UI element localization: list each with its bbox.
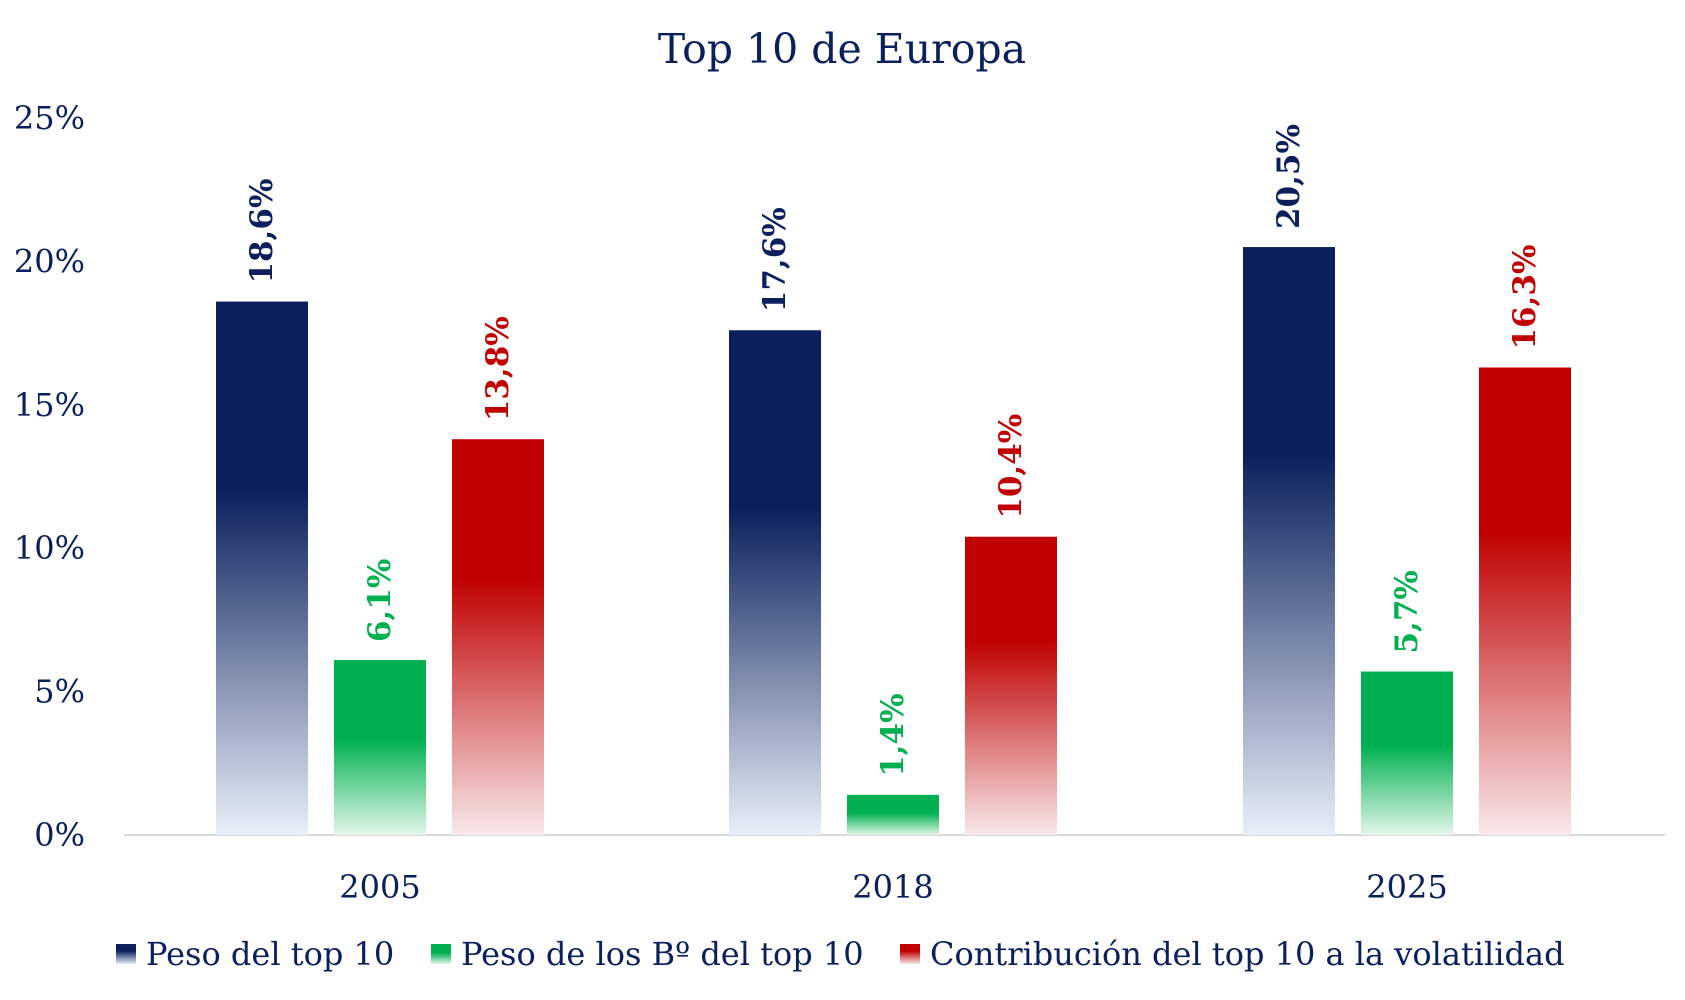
- y-tick-label: 15%: [14, 386, 85, 424]
- y-axis: 0% 5% 10% 15% 20% 25%: [14, 99, 85, 854]
- legend-swatch: [116, 944, 136, 964]
- bar-peso-top10-2018: [729, 330, 821, 835]
- chart-title: Top 10 de Europa: [658, 25, 1026, 73]
- bar-contribucion-volatilidad-2005: [452, 439, 544, 835]
- bar-contribucion-volatilidad-2018: [965, 536, 1057, 835]
- legend-label: Peso de los Bº del top 10: [461, 935, 864, 973]
- legend-label: Contribución del top 10 a la volatilidad: [930, 935, 1565, 973]
- bar-peso-top10-2005: [216, 301, 308, 835]
- data-label: 16,3%: [1507, 245, 1543, 350]
- bar-peso-beneficios-2018: [847, 794, 939, 835]
- bars: [216, 247, 1571, 835]
- data-label: 5,7%: [1389, 570, 1425, 653]
- legend-swatch: [900, 944, 920, 964]
- data-label: 20,5%: [1271, 124, 1307, 229]
- data-label: 1,4%: [875, 693, 911, 776]
- data-label: 13,8%: [480, 316, 516, 421]
- y-tick-label: 5%: [34, 673, 85, 711]
- bar-peso-beneficios-2025: [1361, 671, 1453, 835]
- data-label: 17,6%: [757, 207, 793, 312]
- data-labels: 18,6% 6,1% 13,8% 17,6% 1,4% 10,4% 20,5% 5,7% 16,…: [244, 124, 1543, 777]
- legend: Peso del top 10 Peso de los Bº del top 10…: [116, 935, 1565, 973]
- x-tick-label: 2025: [1366, 868, 1447, 906]
- y-tick-label: 0%: [34, 816, 85, 854]
- data-label: 18,6%: [244, 179, 280, 284]
- legend-swatch: [431, 944, 451, 964]
- y-tick-label: 20%: [14, 242, 85, 280]
- bar-peso-beneficios-2005: [334, 660, 426, 835]
- data-label: 6,1%: [362, 559, 398, 642]
- y-tick-label: 25%: [14, 99, 85, 137]
- x-axis: 2005 2018 2025: [339, 868, 1447, 906]
- bar-contribucion-volatilidad-2025: [1479, 367, 1571, 835]
- data-label: 10,4%: [993, 414, 1029, 519]
- y-tick-label: 10%: [14, 529, 85, 567]
- bar-peso-top10-2025: [1243, 247, 1335, 835]
- x-tick-label: 2018: [852, 868, 933, 906]
- legend-label: Peso del top 10: [146, 935, 394, 973]
- x-tick-label: 2005: [339, 868, 420, 906]
